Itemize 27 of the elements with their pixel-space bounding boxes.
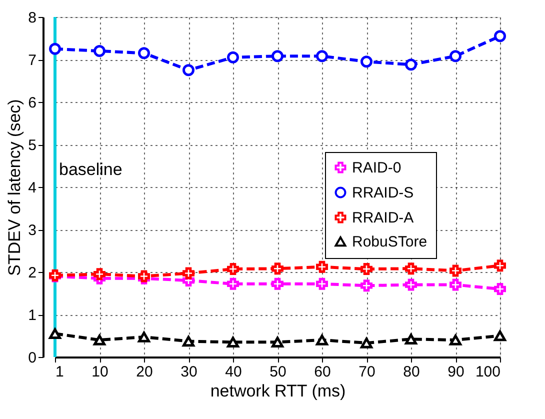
y-tick-label: 2: [28, 264, 36, 282]
y-tick-label: 5: [28, 137, 36, 154]
x-tick-label: 1: [56, 364, 64, 380]
legend-label: RRAID-S: [352, 184, 414, 202]
x-tick-label: 100: [475, 364, 500, 380]
x-tick-label: 20: [136, 364, 153, 380]
y-tick-label: 4: [28, 180, 36, 196]
y-axis-title: STDEV of latency (sec): [5, 99, 24, 276]
y-tick-label: 7: [28, 52, 36, 69]
x-tick-label: 40: [225, 364, 242, 380]
y-tick-label: 0: [28, 350, 36, 366]
ref-line-label: baseline: [59, 160, 122, 179]
legend-label: RobuSTore: [352, 234, 428, 250]
y-tick-label: 1: [28, 307, 36, 324]
y-tick-label: 8: [28, 10, 36, 26]
x-tick-label: 80: [403, 364, 420, 380]
y-tick-label: 6: [28, 94, 36, 112]
x-tick-label: 70: [358, 364, 376, 380]
x-tick-label: 50: [270, 364, 286, 380]
legend-label: RAID-0: [352, 160, 402, 176]
x-tick-label: 90: [448, 364, 464, 380]
x-tick-label: 10: [92, 364, 108, 380]
x-tick-label: 60: [314, 364, 331, 380]
x-tick-label: 30: [180, 364, 198, 380]
y-tick-label: 3: [28, 222, 36, 239]
x-axis-title: network RTT (ms): [210, 382, 346, 400]
legend-label: RRAID-A: [352, 210, 414, 226]
